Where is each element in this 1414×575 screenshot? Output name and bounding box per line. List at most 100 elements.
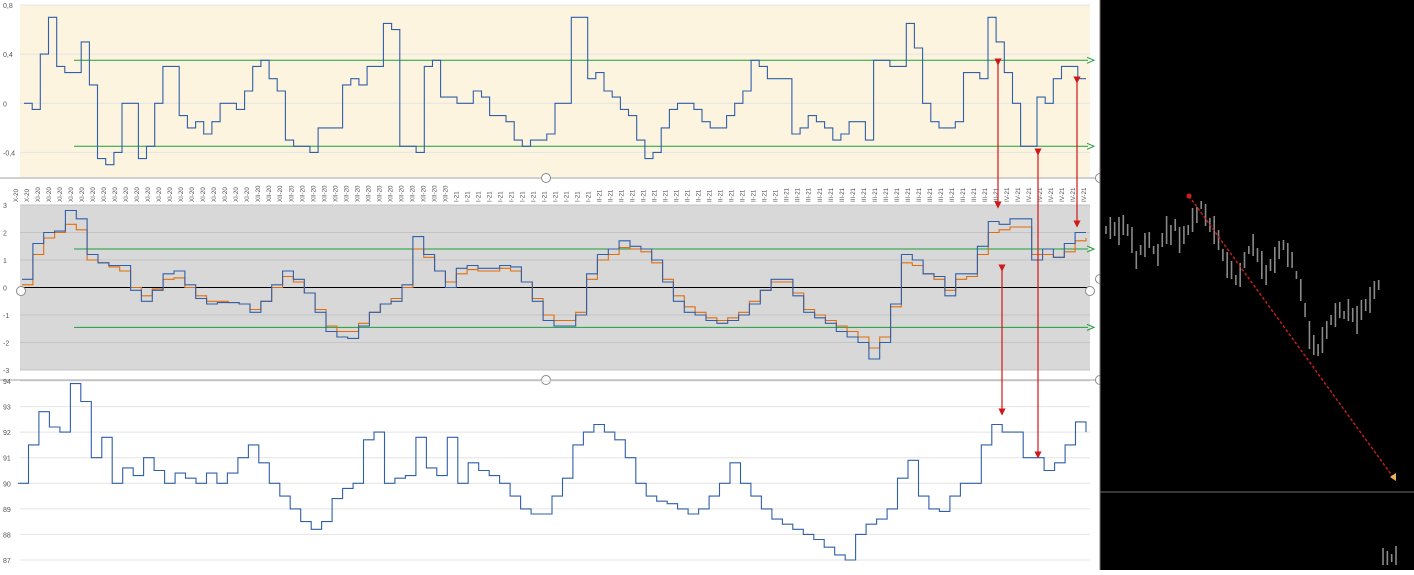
threshold-arrowhead bbox=[1086, 142, 1096, 150]
x-tick-label: X-20 bbox=[24, 188, 31, 202]
terminal-trendline[interactable] bbox=[1188, 195, 1394, 478]
x-tick-label: XI-20 bbox=[211, 187, 218, 202]
x-tick-label: II-21 bbox=[773, 189, 780, 202]
x-tick-label: XII-20 bbox=[288, 185, 295, 202]
x-tick-label: XI-20 bbox=[90, 187, 97, 202]
zero-line-handle-right[interactable] bbox=[1085, 286, 1095, 296]
x-tick-label: XII-20 bbox=[420, 185, 427, 202]
x-tick-label: IV-21 bbox=[1015, 187, 1022, 202]
x-tick-label: I-21 bbox=[541, 191, 548, 202]
x-tick-label: XII-20 bbox=[266, 185, 273, 202]
y-tick-label: 92 bbox=[3, 430, 11, 437]
x-tick-label: XII-20 bbox=[387, 185, 394, 202]
x-tick-label: IV-21 bbox=[1026, 187, 1033, 202]
x-tick-label: IV-21 bbox=[1048, 187, 1055, 202]
y-tick-label: 94 bbox=[3, 379, 11, 386]
y-tick-label: 1 bbox=[3, 258, 7, 265]
oscillator-line bbox=[24, 16, 1086, 166]
x-tick-label: XI-20 bbox=[101, 187, 108, 202]
y-tick-label: 88 bbox=[3, 532, 11, 539]
terminal-price-bars bbox=[1105, 201, 1397, 565]
x-tick-label: XI-20 bbox=[145, 187, 152, 202]
x-tick-label: XII-20 bbox=[310, 185, 317, 202]
terminal-background bbox=[1100, 0, 1414, 570]
x-tick-label: II-21 bbox=[663, 189, 670, 202]
x-tick-label: II-21 bbox=[641, 189, 648, 202]
resize-handle-top-center[interactable] bbox=[541, 173, 551, 183]
x-tick-label: III-21 bbox=[795, 187, 802, 202]
y-tick-label: -2 bbox=[3, 341, 9, 348]
x-tick-label: II-21 bbox=[652, 189, 659, 202]
x-tick-label: XI-20 bbox=[222, 187, 229, 202]
x-tick-label: XII-20 bbox=[332, 185, 339, 202]
x-tick-label: XI-20 bbox=[57, 187, 64, 202]
terminal-trendline-start-point[interactable] bbox=[1186, 193, 1192, 199]
y-tick-label: 90 bbox=[3, 481, 11, 488]
x-tick-label: XII-20 bbox=[255, 185, 262, 202]
x-tick-label: II-21 bbox=[707, 189, 714, 202]
x-tick-label: XI-20 bbox=[156, 187, 163, 202]
x-tick-label: IV-21 bbox=[1081, 187, 1088, 202]
threshold-arrowhead bbox=[1086, 245, 1096, 253]
x-tick-label: III-21 bbox=[817, 187, 824, 202]
threshold-arrowhead bbox=[1086, 323, 1096, 331]
x-tick-label: III-21 bbox=[894, 187, 901, 202]
x-tick-label: XII-20 bbox=[376, 185, 383, 202]
x-tick-label: II-21 bbox=[630, 189, 637, 202]
x-tick-label: III-21 bbox=[905, 187, 912, 202]
x-tick-label: XII-20 bbox=[321, 185, 328, 202]
chart-momentum-series bbox=[22, 209, 1087, 360]
x-tick-label: II-21 bbox=[696, 189, 703, 202]
x-tick-label: XI-20 bbox=[112, 187, 119, 202]
y-tick-label: -1 bbox=[3, 313, 9, 320]
x-tick-label: II-21 bbox=[597, 189, 604, 202]
x-tick-label: XI-20 bbox=[189, 187, 196, 202]
chart-price: 94 93 92 91 90 89 88 87 bbox=[3, 379, 1090, 565]
x-tick-label: III-21 bbox=[982, 187, 989, 202]
y-tick-label: 0,4 bbox=[3, 52, 13, 59]
x-tick-label: III-21 bbox=[850, 187, 857, 202]
x-tick-label: I-21 bbox=[519, 191, 526, 202]
x-tick-label: I-21 bbox=[530, 191, 537, 202]
x-tick-label: XII-20 bbox=[343, 185, 350, 202]
chart-oscillator-plot-area bbox=[20, 5, 1090, 177]
x-tick-label: XII-20 bbox=[409, 185, 416, 202]
x-tick-label: II-21 bbox=[685, 189, 692, 202]
x-tick-label: II-21 bbox=[729, 189, 736, 202]
x-tick-label: XI-20 bbox=[200, 187, 207, 202]
x-tick-label: XI-20 bbox=[178, 187, 185, 202]
x-tick-label: IV-21 bbox=[1070, 187, 1077, 202]
x-tick-label: XI-20 bbox=[233, 187, 240, 202]
x-tick-label: III-21 bbox=[828, 187, 835, 202]
x-tick-label: XI-20 bbox=[79, 187, 86, 202]
y-tick-label: 89 bbox=[3, 507, 11, 514]
x-tick-label: III-21 bbox=[971, 187, 978, 202]
x-tick-label: XI-20 bbox=[134, 187, 141, 202]
y-tick-label: 0,8 bbox=[3, 3, 13, 10]
x-tick-label: XI-20 bbox=[46, 187, 53, 202]
x-tick-label: III-21 bbox=[872, 187, 879, 202]
x-tick-label: II-21 bbox=[608, 189, 615, 202]
x-tick-label: I-21 bbox=[575, 191, 582, 202]
chart-momentum-grid bbox=[20, 204, 1090, 371]
resize-handle-bottom-center[interactable] bbox=[541, 375, 551, 385]
y-tick-label: 2 bbox=[3, 231, 7, 238]
threshold-arrowhead bbox=[1086, 56, 1096, 64]
x-tick-label: XII-20 bbox=[365, 185, 372, 202]
price-line bbox=[18, 383, 1087, 561]
x-tick-label: III-21 bbox=[784, 187, 791, 202]
x-tick-label: XII-20 bbox=[299, 185, 306, 202]
chart-momentum-y-ticks: 3 2 1 0 -1 -2 -3 bbox=[3, 203, 9, 375]
x-tick-label: XI-20 bbox=[167, 187, 174, 202]
x-tick-label: I-21 bbox=[497, 191, 504, 202]
x-tick-label: III-21 bbox=[916, 187, 923, 202]
x-tick-label: IV-21 bbox=[1004, 187, 1011, 202]
x-tick-label: III-21 bbox=[960, 187, 967, 202]
x-tick-label: II-21 bbox=[718, 189, 725, 202]
momentum-line bbox=[22, 209, 1086, 360]
zero-line-handle-left[interactable] bbox=[16, 286, 26, 296]
x-tick-label: II-21 bbox=[740, 189, 747, 202]
x-tick-label: XI-20 bbox=[68, 187, 75, 202]
chart-momentum-thresholds bbox=[74, 245, 1096, 331]
chart-price-grid bbox=[20, 380, 1090, 561]
